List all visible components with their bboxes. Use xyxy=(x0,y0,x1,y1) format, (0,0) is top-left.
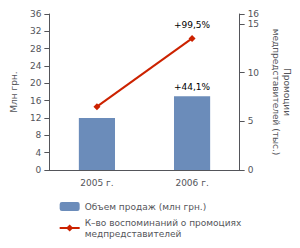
svg-text:12: 12 xyxy=(30,113,41,123)
svg-text:+99,5%: +99,5% xyxy=(174,20,211,30)
svg-text:Объем продаж (млн грн.): Объем продаж (млн грн.) xyxy=(85,202,207,212)
svg-text:медпредставителей (тыс.): медпредставителей (тыс.) xyxy=(271,29,281,156)
svg-text:+44,1%: +44,1% xyxy=(174,82,211,92)
svg-text:28: 28 xyxy=(30,44,42,54)
svg-text:0: 0 xyxy=(36,165,42,175)
svg-text:К–во воспоминаний о промоциях: К–во воспоминаний о промоциях xyxy=(85,218,242,228)
svg-text:8: 8 xyxy=(36,130,42,140)
svg-text:4: 4 xyxy=(36,148,42,158)
svg-text:16: 16 xyxy=(30,96,42,106)
svg-text:2005 г.: 2005 г. xyxy=(80,178,113,188)
svg-text:5: 5 xyxy=(248,116,254,126)
svg-text:Промоции: Промоции xyxy=(282,68,292,116)
svg-text:36: 36 xyxy=(30,9,42,19)
svg-text:0: 0 xyxy=(248,165,254,175)
svg-text:32: 32 xyxy=(30,26,41,36)
svg-text:Млн грн.: Млн грн. xyxy=(9,71,19,112)
svg-text:2006 г.: 2006 г. xyxy=(175,178,208,188)
svg-text:16: 16 xyxy=(248,9,260,19)
svg-text:10: 10 xyxy=(248,68,260,78)
svg-text:медпредставителей: медпредставителей xyxy=(85,229,182,239)
svg-text:15: 15 xyxy=(248,19,259,29)
svg-text:24: 24 xyxy=(30,61,42,71)
svg-text:20: 20 xyxy=(30,78,42,88)
